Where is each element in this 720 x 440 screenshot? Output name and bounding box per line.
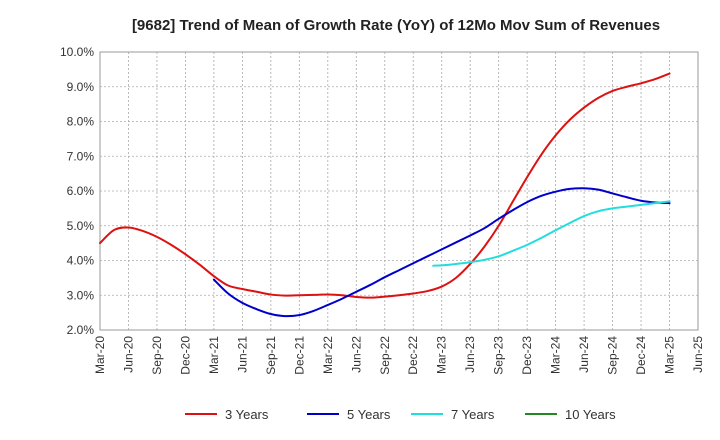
y-tick-label: 2.0%	[67, 323, 95, 337]
x-tick-label: Sep-22	[378, 336, 392, 375]
y-tick-label: 5.0%	[67, 219, 95, 233]
legend-label-10-years: 10 Years	[565, 407, 616, 422]
x-tick-label: Mar-25	[663, 336, 677, 374]
x-tick-label: Mar-20	[93, 336, 107, 374]
y-tick-label: 6.0%	[67, 184, 95, 198]
x-tick-label: Mar-21	[207, 336, 221, 374]
series-line-5-years	[212, 187, 671, 318]
x-tick-label: Jun-21	[235, 336, 249, 373]
legend-label-7-years: 7 Years	[451, 407, 495, 422]
x-tick-label: Jun-25	[691, 336, 705, 373]
x-tick-label: Jun-24	[577, 336, 591, 373]
x-tick-label: Dec-24	[634, 336, 648, 375]
chart-title: [9682] Trend of Mean of Growth Rate (YoY…	[132, 17, 660, 34]
x-tick-label: Jun-20	[121, 336, 135, 373]
y-tick-label: 7.0%	[67, 149, 95, 163]
x-tick-label: Jun-23	[463, 336, 477, 373]
x-tick-label: Jun-22	[349, 336, 363, 373]
x-tick-label: Dec-22	[406, 336, 420, 375]
y-tick-label: 9.0%	[67, 80, 95, 94]
x-tick-label: Dec-21	[292, 336, 306, 375]
axes: Mar-20 Jun-20 Sep-20 Dec-20 Mar-21 Jun-21 Sep-…	[60, 45, 705, 375]
legend-label-3-years: 3 Years	[225, 407, 269, 422]
x-tick-label: Dec-20	[178, 336, 192, 375]
x-tick-label: Sep-24	[606, 336, 620, 375]
x-tick-label: Mar-22	[321, 336, 335, 374]
y-tick-label: 3.0%	[67, 288, 95, 302]
y-tick-label: 4.0%	[67, 254, 95, 268]
series-line-3-years	[99, 72, 671, 299]
x-tick-label: Dec-23	[520, 336, 534, 375]
x-tick-label: Sep-23	[492, 336, 506, 375]
series-lines	[99, 72, 671, 318]
x-tick-label: Mar-24	[549, 336, 563, 374]
y-tick-label: 8.0%	[67, 115, 95, 129]
y-tick-label: 10.0%	[60, 45, 94, 59]
legend-label-5-years: 5 Years	[347, 407, 391, 422]
x-tick-label: Mar-23	[435, 336, 449, 374]
legend: 3 Years 5 Years 7 Years 10 Years	[185, 407, 616, 422]
series-line-7-years	[432, 200, 671, 267]
x-tick-label: Sep-21	[264, 336, 278, 375]
x-tick-label: Sep-20	[150, 336, 164, 375]
